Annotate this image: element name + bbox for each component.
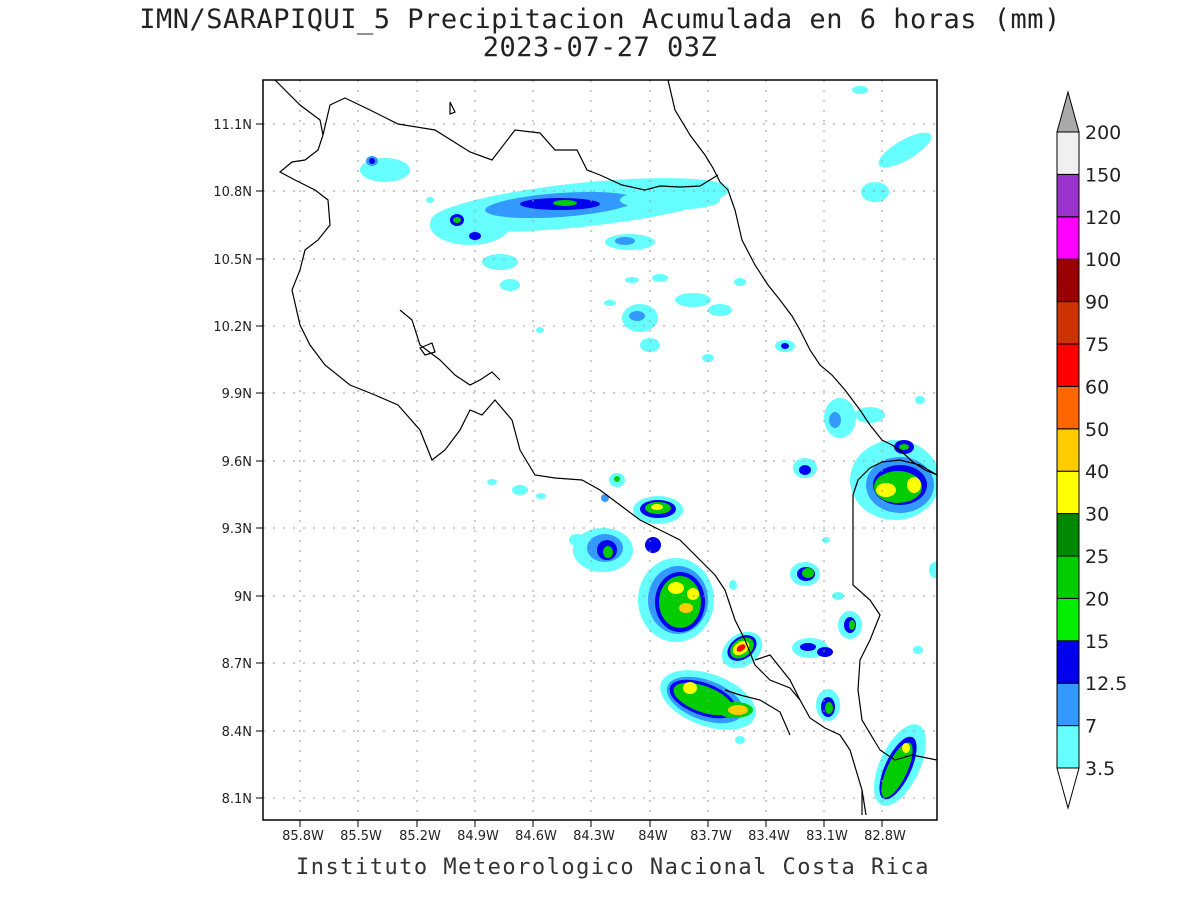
- colorbar-box: [1056, 343, 1080, 387]
- caribbean-coast: [727, 189, 937, 476]
- rain-pacific-central: [487, 473, 737, 642]
- osa-peninsula-coast: [724, 689, 791, 736]
- lake-island: [449, 101, 456, 115]
- colorbar-box: [1056, 597, 1080, 642]
- colorbar-box: [1056, 173, 1080, 218]
- rain-pacific-south: [660, 537, 926, 806]
- colorbar-level-label: 20: [1085, 588, 1109, 610]
- rain-band-north: [360, 86, 932, 362]
- credit-footer: Instituto Meteorologico Nacional Costa R…: [295, 855, 931, 880]
- colorbar-level-label: 200: [1085, 122, 1121, 144]
- nicoya-gulf-coast: [399, 309, 501, 386]
- lon-tick-label: 83.7W: [690, 829, 732, 844]
- colorbar-level-label: 120: [1085, 207, 1121, 229]
- longitude-axis: 85.8W 85.5W 85.2W 84.9W 84.6W 84.3W 84W …: [282, 820, 906, 844]
- chart-subtitle: 2023-07-27 03Z: [482, 32, 718, 63]
- colorbar-box: [1056, 640, 1080, 684]
- colorbar-box: [1056, 385, 1080, 430]
- colorbar-level-label: 100: [1085, 249, 1121, 271]
- colorbar-level-label: 90: [1085, 292, 1109, 314]
- lat-tick-label: 10.5N: [213, 253, 252, 268]
- colorbar-level-label: 30: [1085, 504, 1109, 526]
- colorbar-box: [1056, 216, 1080, 260]
- lat-tick-label: 9.6N: [222, 455, 252, 470]
- colorbar-level-label: 12.5: [1085, 673, 1127, 695]
- lon-tick-label: 85.8W: [282, 829, 324, 844]
- lat-tick-label: 11.1N: [213, 118, 252, 133]
- lat-tick-label: 8.1N: [222, 792, 252, 807]
- colorbar-level-label: 40: [1085, 461, 1109, 483]
- colorbar-level-label: 25: [1085, 546, 1109, 568]
- gulf-island: [419, 342, 436, 356]
- colorbar: 3.5 7 12.5 15 20 25 30 40 50 60 75 90 100 120 150 200: [1056, 90, 1127, 810]
- map-gridlines: [263, 80, 937, 820]
- colorbar-max-triangle: [1056, 90, 1080, 133]
- lat-tick-label: 10.2N: [213, 320, 252, 335]
- colorbar-box: [1056, 258, 1080, 303]
- lon-tick-label: 84.3W: [573, 829, 615, 844]
- colorbar-level-label: 15: [1085, 631, 1109, 653]
- colorbar-box: [1056, 725, 1080, 769]
- lat-tick-label: 8.7N: [222, 657, 252, 672]
- lon-tick-label: 84W: [638, 829, 668, 844]
- pacific-coast: [278, 134, 863, 815]
- rain-caribbean: [793, 396, 937, 578]
- colorbar-level-label: 3.5: [1085, 758, 1115, 780]
- burica-border: [861, 789, 867, 816]
- lon-tick-label: 85.2W: [399, 829, 441, 844]
- colorbar-min-triangle: [1056, 767, 1080, 810]
- precipitation-field: [360, 86, 937, 806]
- lat-tick-label: 9.9N: [222, 387, 252, 402]
- nicaragua-caribbean-coast: [667, 80, 729, 191]
- colorbar-box: [1056, 428, 1080, 472]
- colorbar-level-label: 7: [1085, 716, 1097, 738]
- lat-tick-label: 9N: [234, 590, 252, 605]
- lon-tick-label: 85.5W: [340, 829, 382, 844]
- colorbar-labels: 3.5 7 12.5 15 20 25 30 40 50 60 75 90 100 120 150 200: [1085, 122, 1127, 780]
- lat-tick-label: 8.4N: [222, 725, 252, 740]
- lon-tick-label: 84.9W: [457, 829, 499, 844]
- lat-tick-label: 9.3N: [222, 522, 252, 537]
- lon-tick-label: 83.1W: [806, 829, 848, 844]
- colorbar-box: [1056, 301, 1080, 345]
- nicaragua-border: [274, 80, 719, 191]
- colorbar-level-label: 150: [1085, 164, 1121, 186]
- colorbar-level-label: 75: [1085, 334, 1109, 356]
- colorbar-level-label: 60: [1085, 376, 1109, 398]
- colorbar-box: [1056, 470, 1080, 515]
- coastlines-and-borders: [274, 80, 937, 816]
- colorbar-box: [1056, 131, 1080, 175]
- lon-tick-label: 84.6W: [515, 829, 557, 844]
- chart-title: IMN/SARAPIQUI_5 Precipitacion Acumulada …: [139, 4, 1061, 35]
- panama-border: [852, 459, 937, 761]
- colorbar-box: [1056, 555, 1080, 599]
- colorbar-boxes: [1056, 90, 1080, 810]
- colorbar-box: [1056, 513, 1080, 557]
- colorbar-level-label: 50: [1085, 419, 1109, 441]
- lon-tick-label: 82.8W: [864, 829, 906, 844]
- lat-tick-label: 10.8N: [213, 185, 252, 200]
- golfo-dulce-coast: [754, 654, 801, 701]
- map-frame: [262, 79, 938, 821]
- latitude-axis: 11.1N 10.8N 10.5N 10.2N 9.9N 9.6N 9.3N 9…: [213, 118, 263, 807]
- colorbar-box: [1056, 682, 1080, 727]
- lon-tick-label: 83.4W: [748, 829, 790, 844]
